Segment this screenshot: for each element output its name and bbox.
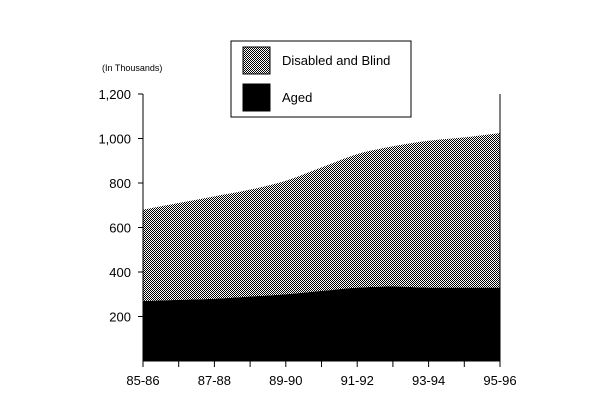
legend-swatch: [242, 46, 271, 75]
unit-note: (In Thousands): [102, 63, 162, 73]
y-tick-label: 200: [109, 310, 131, 325]
x-tick-label: 87-88: [198, 373, 231, 388]
y-tick-label: 800: [109, 176, 131, 191]
legend: Disabled and Blind Aged: [230, 40, 412, 118]
y-tick-label: 1,200: [98, 87, 131, 102]
y-tick-label: 1,000: [98, 132, 131, 147]
legend-label: Aged: [282, 90, 312, 105]
x-tick-label: 91-92: [341, 373, 374, 388]
x-tick-label: 95-96: [483, 373, 516, 388]
chart-areas: [143, 132, 500, 361]
legend-label: Disabled and Blind: [282, 53, 390, 68]
x-tick-label: 85-86: [126, 373, 159, 388]
x-tick-label: 89-90: [269, 373, 302, 388]
area-series-1: [143, 132, 500, 301]
x-axis-ticks: 85-86 87-88 89-90 91-92 93-94 95-96: [126, 361, 517, 388]
x-tick-label: 93-94: [412, 373, 445, 388]
legend-swatch: [242, 83, 271, 112]
area-series-0: [143, 286, 500, 361]
y-axis-ticks: 200 400 600 800 1,000 1,200: [98, 87, 143, 325]
y-tick-label: 400: [109, 265, 131, 280]
y-tick-label: 600: [109, 221, 131, 236]
